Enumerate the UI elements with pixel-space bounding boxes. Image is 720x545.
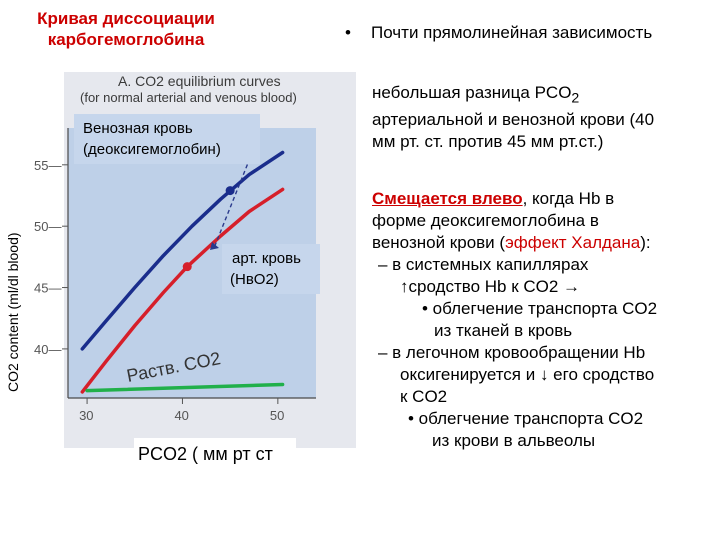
tissue-transport-line1: • облегчение транспорта CO2 [422, 299, 658, 318]
tissue-transport-line2: из тканей в кровь [434, 321, 573, 340]
chart-title-line1: A. CO2 equilibrium curves [118, 73, 281, 89]
shift-left-rest: , когда Hb в [522, 189, 615, 208]
pulmonary-line: – в легочном кровообращении Hb [378, 343, 646, 362]
bullet-linear-text: Почти прямолинейная зависимость [371, 23, 653, 42]
haldane-line-venous-a: венозной крови ( [372, 233, 506, 252]
haldane-line-form: форме деоксигемоглобина в [372, 211, 599, 230]
x-axis-label-box [134, 438, 296, 466]
chart-title-line2: (for normal arterial and venous blood) [80, 90, 297, 105]
x-tick-label-50: 50 [270, 408, 284, 423]
axis-ticks: 40— 45— 50— 55— 30 40 50 [34, 158, 284, 423]
series-line-3 [85, 382, 285, 393]
x-tick-label-40: 40 [174, 408, 188, 423]
venous-label-line1: Венозная кровь [83, 120, 193, 137]
arterial-label-box [222, 244, 320, 294]
y-tick-label-40: 40— [34, 342, 61, 357]
y-tick-label-45: 45— [34, 281, 61, 296]
affinity-increase-line: ↑сродство Hb к CO2 → [400, 277, 581, 296]
pco2-line2: артериальной и венозной крови (40 [372, 110, 655, 130]
paragraph-haldane: Смещается влево, когда Hb в форме деокси… [372, 188, 717, 452]
shift-arrow-head [210, 242, 219, 250]
slide-title: Кривая диссоциации карбогемоглобина [6, 8, 246, 50]
co2-affinity-line: к CO2 [400, 387, 448, 406]
bullet-marker: • [345, 23, 351, 42]
x-tick-label-30: 30 [79, 408, 93, 423]
alveoli-transport-line1: • облегчение транспорта CO2 [408, 409, 644, 428]
shift-left-heading: Смещается влево [372, 189, 523, 208]
arterial-label-line1: арт. кровь [232, 250, 301, 267]
x-axis-label: PCO2 ( мм рт ст [138, 444, 273, 464]
paragraph-pco2-difference: небольшая разница PCO2 артериальной и ве… [372, 82, 712, 153]
haldane-line-venous-b: ): [640, 233, 651, 252]
point-arterial [182, 262, 192, 272]
venous-label-line2: (деоксигемоглобин) [83, 141, 221, 158]
y-tick-label-55: 55— [34, 158, 61, 173]
series-lines [80, 150, 285, 394]
systemic-capillaries-line: – в системных капиллярах [378, 255, 589, 274]
slide-title-line1: Кривая диссоциации [37, 9, 215, 28]
oxygenation-line: оксигенируется и ↓ его сродство [400, 365, 655, 384]
bullet-linear: • Почти прямолинейная зависимость [345, 22, 652, 44]
slide-title-line2: карбогемоглобина [47, 30, 205, 49]
arterial-label-line2: (HвO2) [230, 271, 279, 288]
point-venous [225, 186, 235, 196]
co2-equilibrium-chart: A. CO2 equilibrium curves (for normal ar… [5, 72, 356, 466]
pco2-line1: небольшая разница PCO [372, 83, 572, 102]
shift-arrow [213, 157, 251, 249]
haldane-effect-label: эффект Халдана [505, 233, 641, 252]
y-axis-label: CO2 content (ml/dl blood) [5, 232, 21, 392]
venous-label-box [74, 114, 260, 164]
series-line-1 [80, 150, 285, 351]
series-line-2 [80, 187, 285, 394]
chart-panel: A. CO2 equilibrium curves (for normal ar… [0, 70, 360, 540]
alveoli-transport-line2: из крови в альвеолы [432, 431, 596, 450]
pco2-line3: мм рт. ст. против 45 мм рт.ст.) [372, 132, 604, 152]
pco2-subscript: 2 [571, 90, 580, 107]
y-tick-label-50: 50— [34, 219, 61, 234]
